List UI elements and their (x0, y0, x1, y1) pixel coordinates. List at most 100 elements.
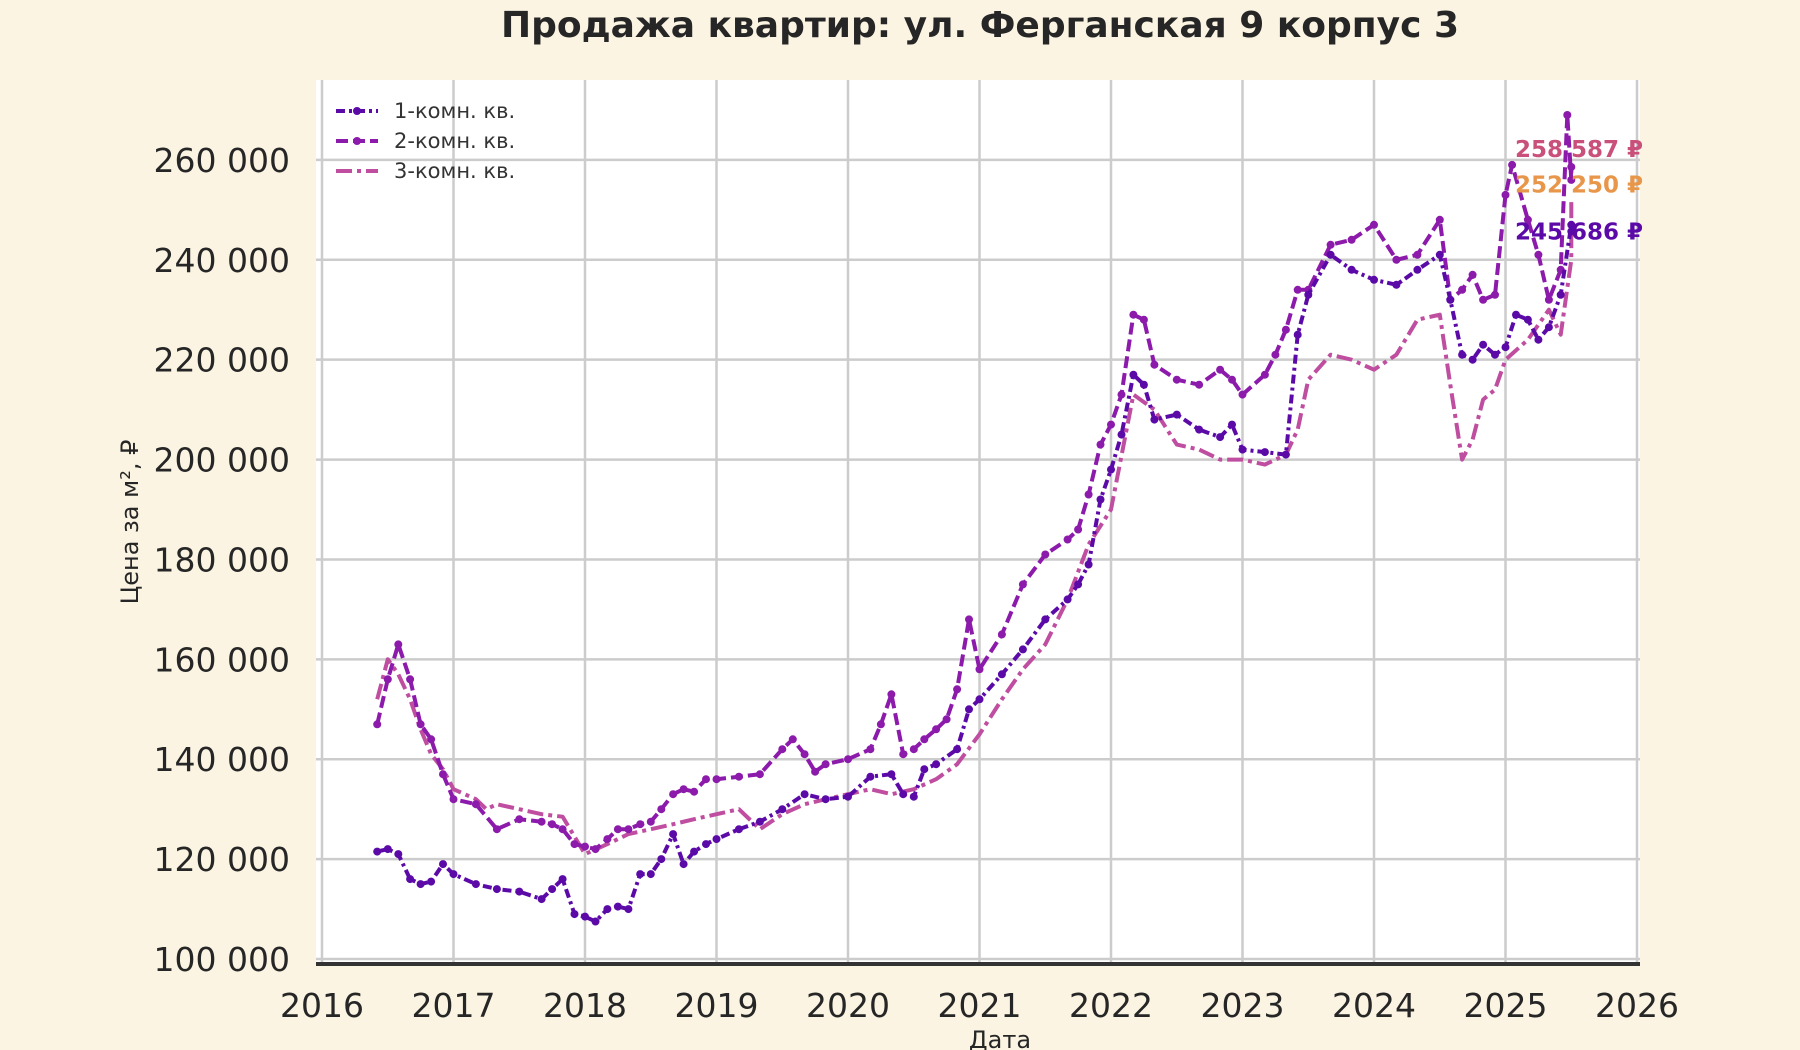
data-point (1063, 535, 1072, 544)
data-point (1084, 560, 1093, 569)
data-point (1018, 645, 1027, 654)
data-point (439, 860, 447, 869)
data-point (1370, 275, 1378, 284)
data-point (1446, 295, 1455, 304)
data-point (581, 842, 589, 851)
data-point (1293, 285, 1302, 294)
data-point (1491, 350, 1499, 359)
data-point (449, 795, 458, 804)
data-point (909, 745, 918, 754)
y-tick-label: 120 000 (154, 840, 290, 879)
data-point (1129, 310, 1138, 319)
x-tick-labels: 2016 2017 2018 2019 2020 2021 2022 2023 2024 2025… (280, 986, 1679, 1025)
data-point (1468, 355, 1477, 364)
data-point (1523, 315, 1532, 324)
data-point (712, 835, 721, 844)
data-point (887, 770, 896, 779)
x-tick-label: 2016 (280, 986, 364, 1025)
data-point (866, 745, 875, 754)
grid-lines (316, 80, 1640, 964)
data-point (975, 665, 984, 674)
data-point (471, 800, 480, 809)
legend-marker (353, 137, 361, 145)
data-point (1479, 340, 1488, 349)
data-point (1216, 365, 1225, 374)
data-point (515, 815, 524, 824)
data-point (679, 785, 688, 794)
data-point (570, 910, 579, 919)
data-point (1271, 350, 1280, 359)
data-point (1304, 290, 1313, 299)
data-point (613, 825, 622, 834)
data-point (788, 735, 797, 744)
data-point (932, 760, 941, 769)
data-point (887, 690, 896, 699)
data-point (1238, 390, 1247, 399)
data-point (1041, 615, 1050, 624)
data-point (1107, 420, 1115, 429)
legend-item-3: 3-комн. кв. (336, 159, 515, 183)
data-point (449, 870, 458, 879)
data-point (1018, 580, 1027, 589)
x-tick-label: 2026 (1595, 986, 1679, 1025)
data-point (1238, 445, 1247, 454)
data-point (866, 772, 875, 781)
data-point (394, 640, 403, 649)
end-value-label: 245 686 ₽ (1515, 219, 1643, 245)
data-point (394, 850, 403, 859)
data-point (636, 870, 645, 879)
data-point (1326, 250, 1335, 259)
data-point (997, 630, 1006, 639)
data-point (821, 795, 830, 804)
data-point (1458, 350, 1467, 359)
data-point (1281, 325, 1290, 334)
data-point (899, 750, 908, 759)
data-point (1534, 335, 1543, 344)
data-point (1413, 250, 1422, 259)
data-point (953, 685, 962, 694)
data-point (1139, 380, 1148, 389)
data-point (953, 745, 962, 754)
data-point (373, 720, 382, 729)
data-point (997, 670, 1006, 679)
data-point (712, 775, 721, 784)
data-point (932, 725, 941, 734)
data-point (876, 720, 885, 729)
data-point (1063, 595, 1072, 604)
data-point (920, 765, 929, 774)
data-point (1117, 430, 1126, 439)
data-point (1096, 440, 1105, 449)
data-point (1435, 250, 1444, 259)
data-point (778, 805, 787, 814)
data-point (613, 902, 622, 911)
data-point (373, 847, 382, 856)
data-point (1074, 525, 1083, 534)
data-point (1534, 250, 1543, 259)
chart-title: Продажа квартир: ул. Ферганская 9 корпус… (501, 5, 1459, 46)
data-point (1370, 220, 1378, 229)
data-point (690, 847, 699, 856)
data-point (492, 885, 501, 894)
data-point (844, 792, 852, 801)
data-point (755, 770, 764, 779)
data-point (1096, 495, 1105, 504)
legend-marker (353, 107, 361, 115)
data-point (1041, 550, 1050, 559)
y-tick-label: 140 000 (154, 740, 290, 779)
data-point (646, 817, 655, 826)
data-point (1172, 410, 1181, 419)
data-point (1501, 343, 1510, 352)
series-layer (373, 111, 1576, 926)
data-point (1567, 163, 1576, 171)
data-point (1228, 420, 1236, 429)
data-point (702, 840, 710, 849)
x-tick-label: 2023 (1201, 986, 1285, 1025)
data-point (909, 792, 918, 801)
legend-item-2: 2-комн. кв. (336, 129, 515, 153)
data-point (427, 735, 436, 744)
data-point (581, 912, 589, 921)
data-point (427, 877, 436, 886)
y-tick-label: 160 000 (154, 640, 290, 679)
end-labels: 258 587 ₽ 252 250 ₽ 245 686 ₽ (1515, 137, 1643, 245)
data-point (975, 695, 984, 704)
